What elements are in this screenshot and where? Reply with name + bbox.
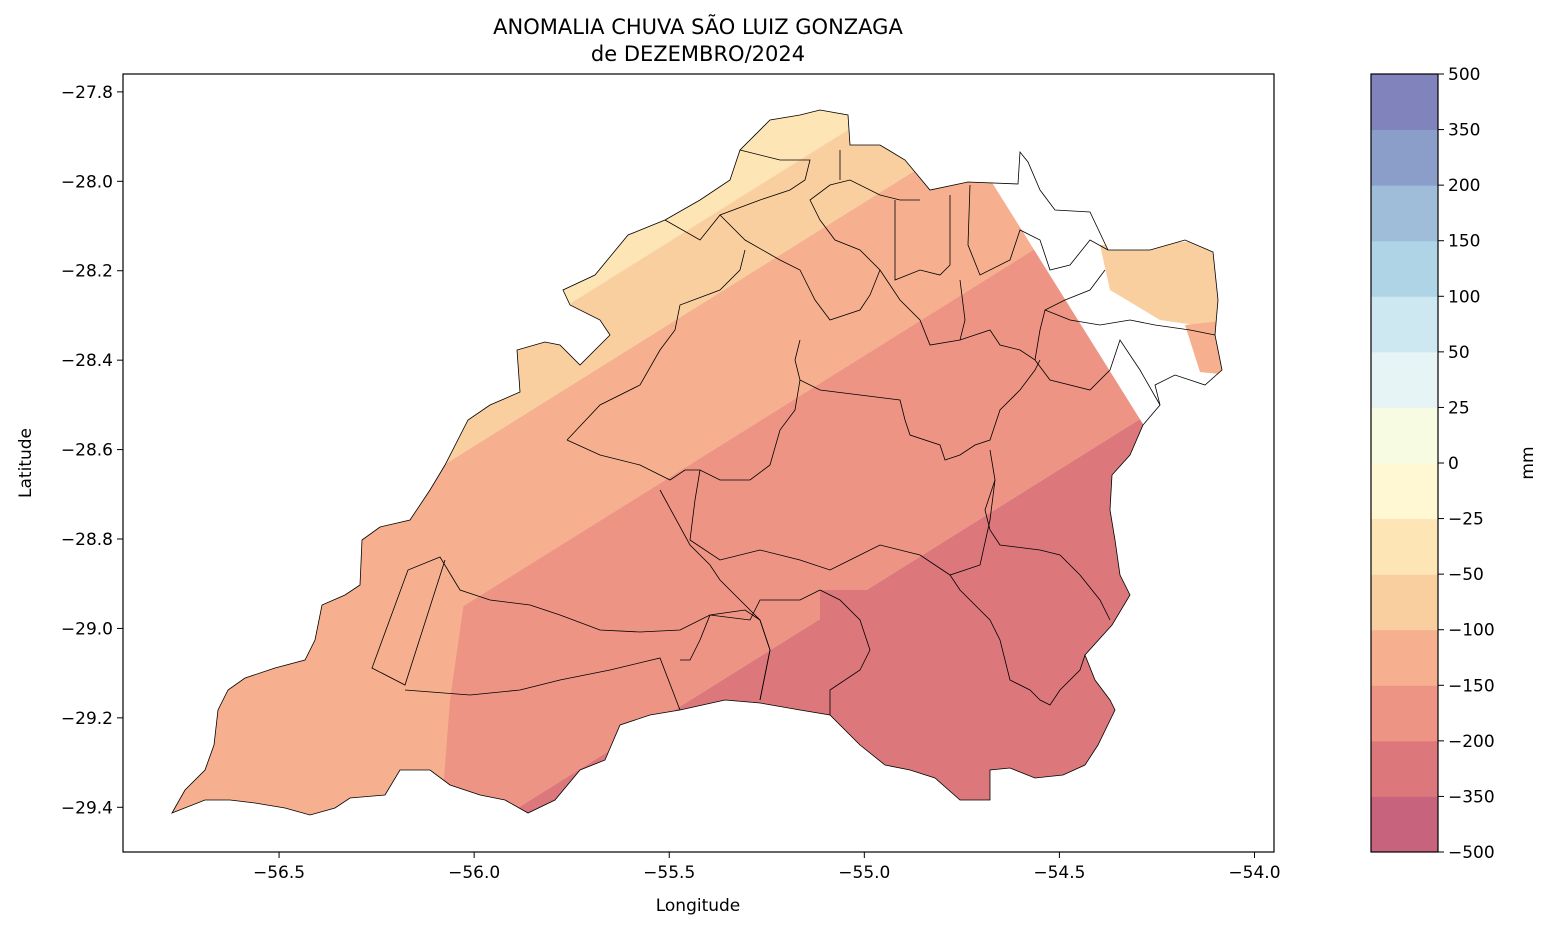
x-tick-label: −56.5 xyxy=(253,863,305,883)
east-band-minus150 xyxy=(1185,320,1222,375)
border-north-1 xyxy=(664,149,811,241)
y-tick-label: −29.4 xyxy=(61,798,113,818)
colorbar-tick-label: 350 xyxy=(1448,121,1480,141)
border-east-2 xyxy=(799,359,1041,461)
y-tick-label: −28.0 xyxy=(61,172,113,192)
band-minus200-to-minus150 xyxy=(355,249,1140,815)
colorbar-label: mm xyxy=(1518,446,1538,479)
colorbar-tick-label: 500 xyxy=(1448,65,1480,85)
border-north-4 xyxy=(879,269,1106,361)
band-minus150-to-minus100 xyxy=(286,139,1034,674)
colorbar-tick-label: −500 xyxy=(1448,843,1495,863)
colorbar-segment xyxy=(1371,129,1438,186)
municipality-borders xyxy=(171,109,1223,816)
colorbar: −500 −350 −200 −150 −100 −50 −25 0 25 50 100 150 200… xyxy=(1370,65,1538,863)
colorbar-segment xyxy=(1371,296,1438,353)
border-north-5 xyxy=(959,279,1216,341)
y-tick-label: −29.0 xyxy=(61,619,113,639)
border-south-4 xyxy=(680,609,771,701)
title-line-1: ANOMALIA CHUVA SÃO LUIZ GONZAGA xyxy=(493,13,903,39)
border-west-south xyxy=(404,657,681,711)
colorbar-segment xyxy=(1371,574,1438,631)
y-tick-label: −27.8 xyxy=(61,83,113,103)
colorbar-segment xyxy=(1371,685,1438,742)
border-center xyxy=(566,339,801,481)
x-tick-label: −54.5 xyxy=(1033,863,1085,883)
x-tick-label: −55.0 xyxy=(838,863,890,883)
colorbar-tick-label: 100 xyxy=(1448,287,1480,307)
x-ticks: −56.5 −56.0 −55.5 −55.0 −54.5 −54.0 xyxy=(253,852,1281,883)
x-tick-label: −54.0 xyxy=(1228,863,1280,883)
colorbar-segment xyxy=(1371,240,1438,297)
colorbar-tick-label: −25 xyxy=(1448,510,1484,530)
y-tick-label: −28.2 xyxy=(61,262,113,282)
x-tick-label: −55.5 xyxy=(643,863,695,883)
border-north-3 xyxy=(839,150,1109,281)
colorbar-tick-label: 200 xyxy=(1448,176,1480,196)
colorbar-segment xyxy=(1371,351,1438,408)
y-tick-label: −28.6 xyxy=(61,441,113,461)
colorbar-segments xyxy=(1371,74,1438,853)
colorbar-segment xyxy=(1371,185,1438,242)
y-ticks: −27.8 −28.0 −28.2 −28.4 −28.6 −28.8 −29.0 −29.2… xyxy=(61,83,123,818)
border-south-1 xyxy=(984,449,1111,621)
colorbar-tick-label: 150 xyxy=(1448,232,1480,252)
colorbar-segment xyxy=(1371,629,1438,686)
colorbar-tick-label: 50 xyxy=(1448,343,1470,363)
northeast-band-minus100 xyxy=(1100,240,1222,330)
colorbar-tick-label: −50 xyxy=(1448,565,1484,585)
border-east-1 xyxy=(1034,339,1161,406)
colorbar-tick-label: −150 xyxy=(1448,676,1495,696)
south-core-minus350 xyxy=(820,590,1120,800)
colorbar-tick-label: −200 xyxy=(1448,732,1495,752)
colorbar-segment xyxy=(1371,518,1438,575)
anomaly-field xyxy=(172,110,1222,815)
colorbar-segment xyxy=(1371,74,1438,131)
title-line-2: de DEZEMBRO/2024 xyxy=(591,42,805,66)
border-south-3 xyxy=(819,589,871,715)
colorbar-segment xyxy=(1371,740,1438,797)
border-north-2 xyxy=(719,179,920,321)
region-outline xyxy=(171,109,1223,816)
map-axes: −56.5 −56.0 −55.5 −55.0 −54.5 −54.0 −27.8 −28.… xyxy=(16,73,1281,916)
left-lobe-band-minus150 xyxy=(172,560,470,815)
colorbar-segment xyxy=(1371,407,1438,464)
y-tick-label: −28.4 xyxy=(61,351,113,371)
colorbar-segment xyxy=(1371,463,1438,520)
y-tick-label: −29.2 xyxy=(61,709,113,729)
border-south-2 xyxy=(949,574,1086,706)
colorbar-segment xyxy=(1371,796,1438,853)
colorbar-ticks: −500 −350 −200 −150 −100 −50 −25 0 25 50 100 150 200… xyxy=(1438,65,1495,863)
plot-frame xyxy=(122,73,1275,853)
y-axis-label: Latitude xyxy=(16,428,36,498)
colorbar-tick-label: −350 xyxy=(1448,787,1495,807)
border-center-east xyxy=(689,469,996,576)
colorbar-tick-label: −100 xyxy=(1448,621,1495,641)
y-tick-label: −28.8 xyxy=(61,530,113,550)
colorbar-tick-label: 0 xyxy=(1448,454,1459,474)
x-axis-label: Longitude xyxy=(656,896,741,916)
colorbar-tick-label: 25 xyxy=(1448,398,1470,418)
x-tick-label: −56.0 xyxy=(448,863,500,883)
border-center-west xyxy=(566,249,746,441)
